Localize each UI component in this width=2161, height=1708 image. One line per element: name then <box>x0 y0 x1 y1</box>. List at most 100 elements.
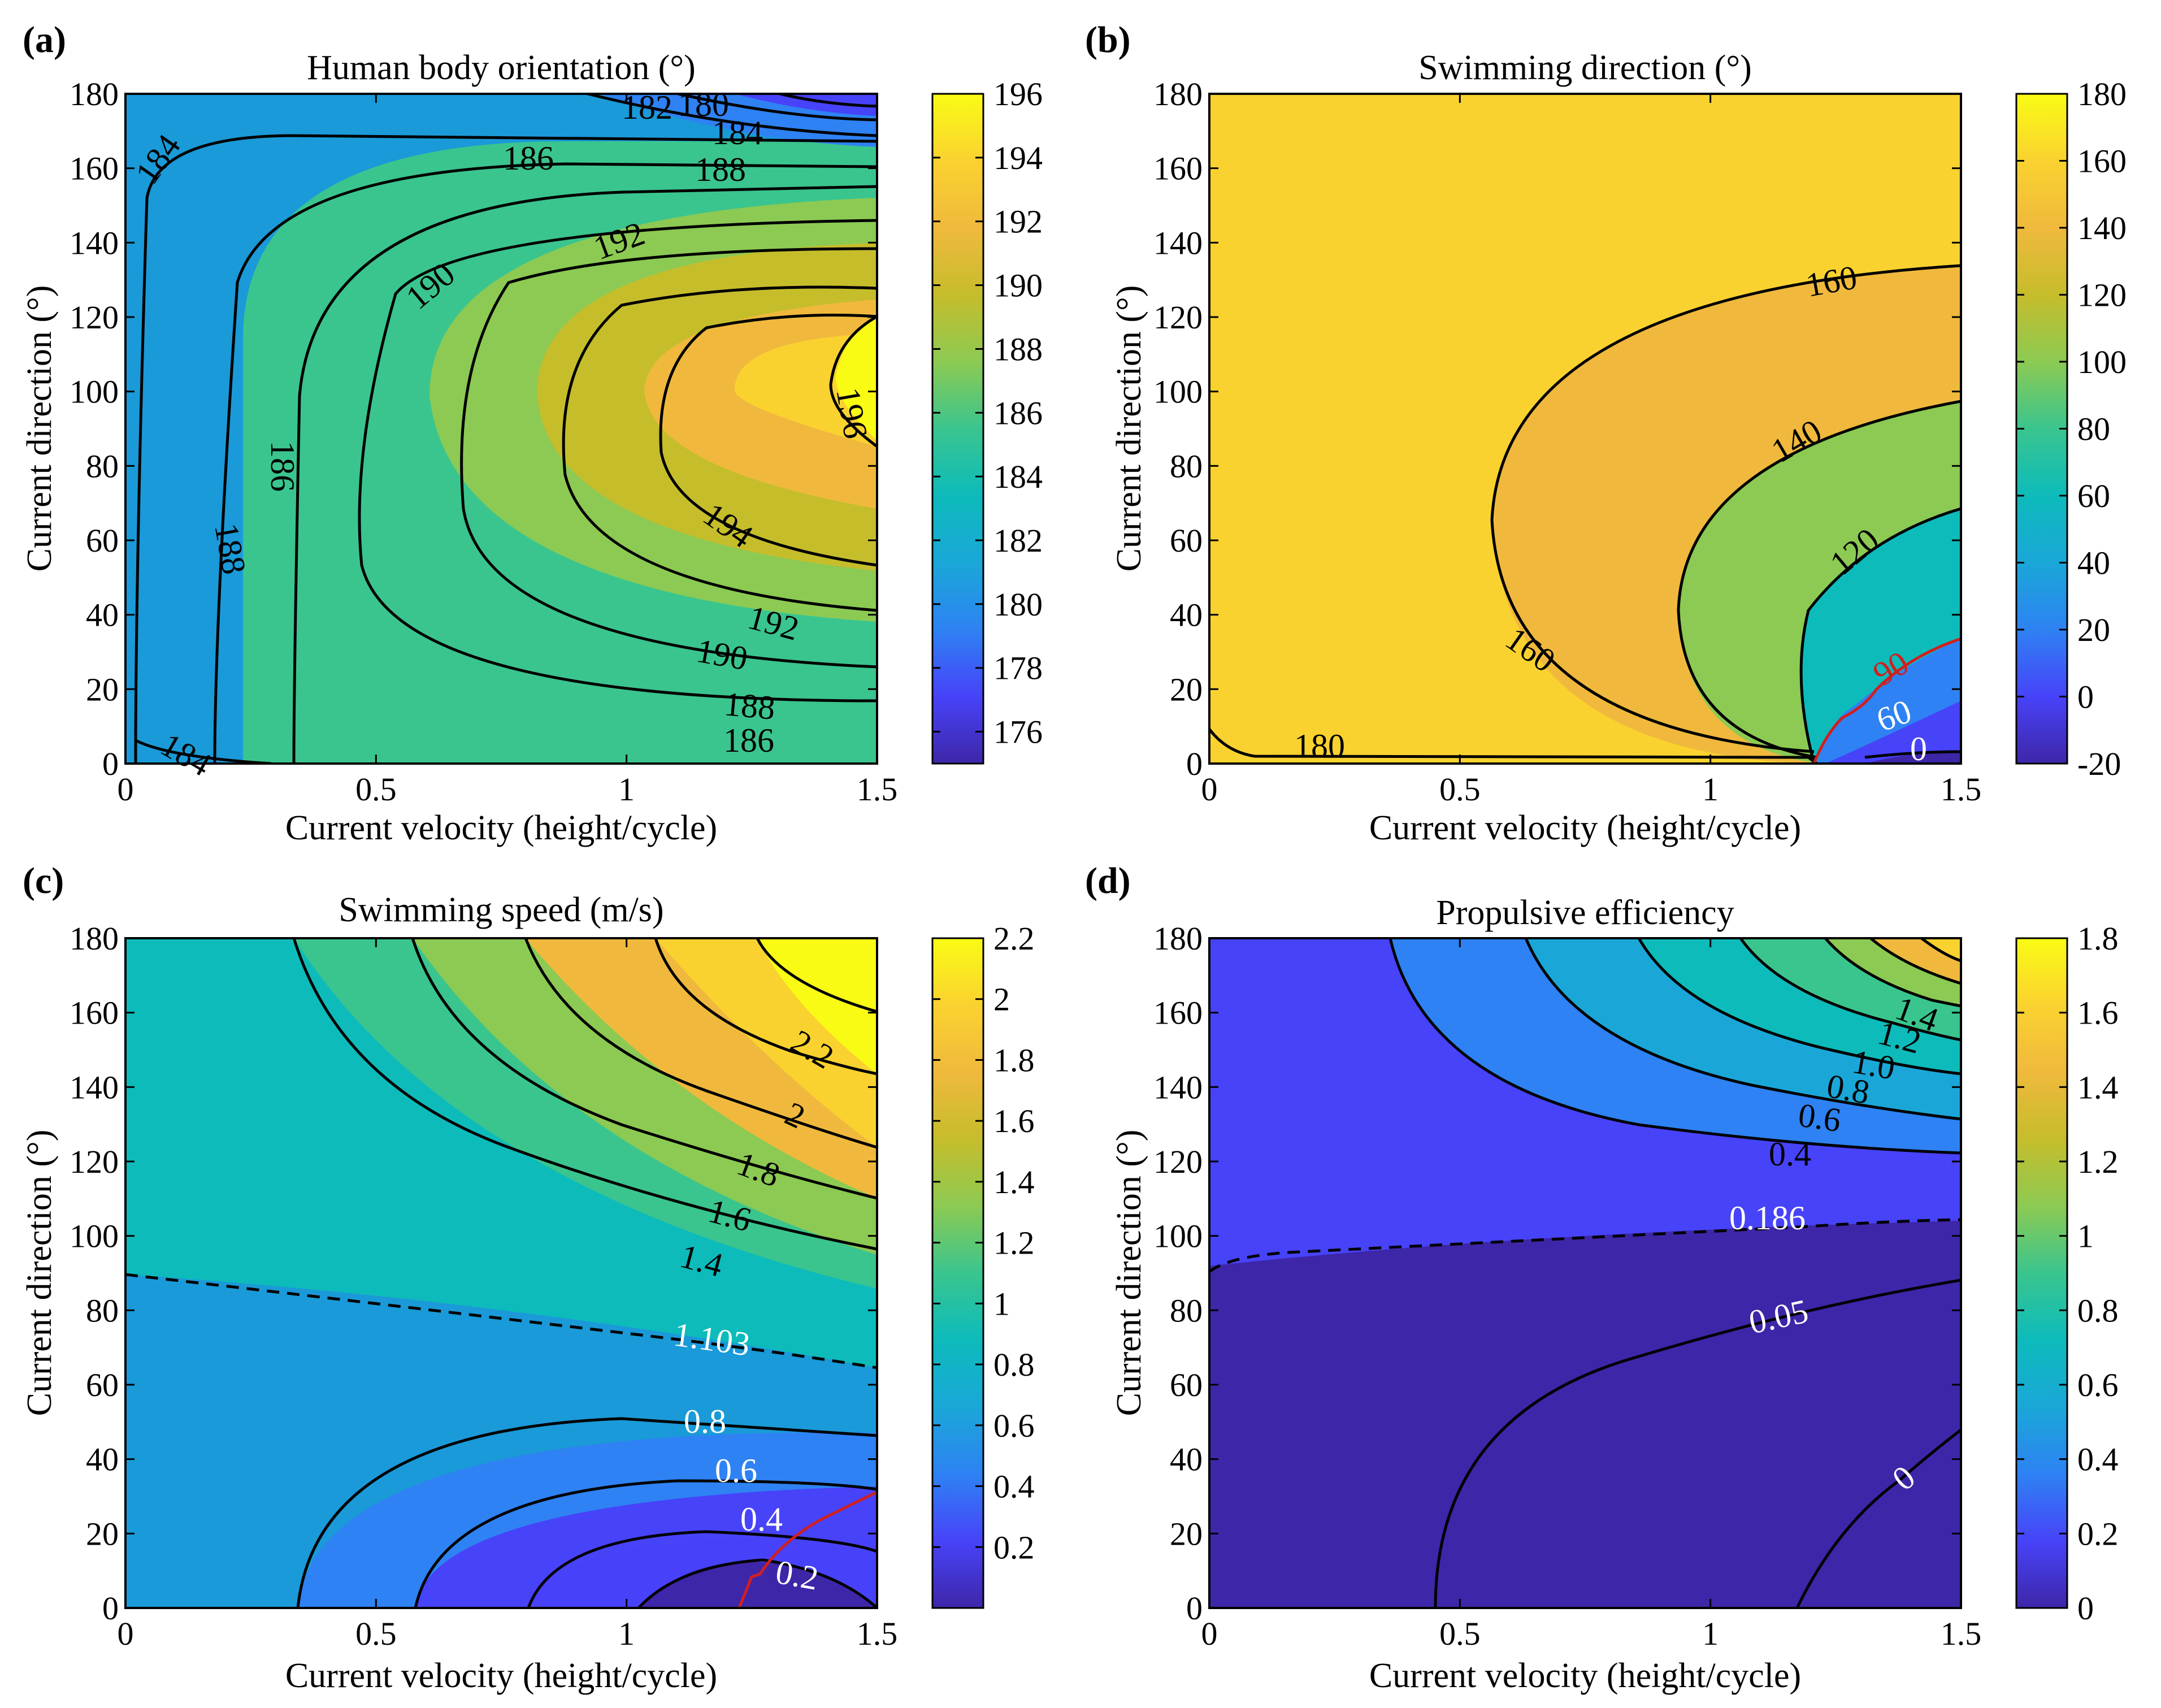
panel-letter: (d) <box>1085 860 1131 901</box>
contour-label: 196 <box>829 385 875 441</box>
colorbar-tick-label: 0.6 <box>2077 1367 2119 1403</box>
colorbar-scale <box>931 937 984 1609</box>
y-tick-label: 0 <box>102 1590 119 1627</box>
y-axis-label: Current direction (°) <box>1110 285 1148 572</box>
y-tick-label: 20 <box>86 1515 119 1552</box>
y-tick-label: 180 <box>1153 76 1203 112</box>
colorbar-tick-label: -20 <box>2077 745 2121 782</box>
y-tick-label: 140 <box>70 1069 119 1106</box>
contour-label: 0.6 <box>715 1452 757 1489</box>
y-tick-label: 180 <box>70 920 119 957</box>
colorbar: 0 0.2 0.4 0.6 0.8 1 1.2 1.4 1.6 1.8 <box>2015 920 2119 1627</box>
plot-frame <box>124 93 878 765</box>
y-tick-label: 0 <box>1186 1590 1203 1627</box>
contour-fill <box>125 938 877 1608</box>
colorbar-tick-label: 60 <box>2077 478 2110 514</box>
x-tick-label: 0 <box>1201 1615 1218 1652</box>
contour-label: 184 <box>712 114 763 151</box>
contour-label: 0.8 <box>1824 1067 1872 1111</box>
colorbar: 176 178 180 182 184 186 188 190 192 194 196 <box>931 76 1043 765</box>
colorbar-tick-label: 0.2 <box>993 1529 1035 1566</box>
contour-lines <box>134 94 877 764</box>
y-tick-label: 160 <box>1153 150 1203 187</box>
y-tick-label: 180 <box>70 76 119 112</box>
x-tick-label: 0 <box>118 1615 134 1652</box>
chart-title: Propulsive efficiency <box>1436 894 1734 932</box>
contour-label: 190 <box>694 632 750 678</box>
colorbar: 0.2 0.4 0.6 0.8 1 1.2 1.4 1.6 1.8 2 2.2 <box>931 920 1035 1609</box>
contour-line-highlight <box>1812 637 1961 764</box>
colorbar-scale <box>931 93 984 765</box>
x-tick-label: 1.5 <box>1941 771 1982 808</box>
x-tick-label: 1.5 <box>1941 1615 1982 1652</box>
axes: 0 0.5 1 1.5 0 20 40 60 80 100 120 140 160 180 <box>70 920 897 1652</box>
contour-line-highlight <box>737 1490 877 1608</box>
y-tick-label: 160 <box>1153 995 1203 1031</box>
y-axis-label: Current direction (°) <box>1110 1130 1148 1416</box>
x-axis-label: Current velocity (height/cycle) <box>285 1657 717 1695</box>
colorbar-tick-label: 20 <box>2077 612 2110 648</box>
y-tick-label: 60 <box>86 1367 119 1403</box>
x-tick-label: 0.5 <box>355 771 397 808</box>
panel-letter: (b) <box>1085 19 1131 60</box>
y-tick-label: 100 <box>70 1218 119 1255</box>
contour-label: 0.8 <box>684 1403 726 1440</box>
x-tick-label: 1 <box>1702 1615 1719 1652</box>
contour-lines <box>1388 938 1961 1608</box>
x-tick-label: 0 <box>118 771 134 808</box>
colorbar-tick-label: 1.6 <box>2077 995 2119 1031</box>
contour-label: 188 <box>695 151 746 188</box>
y-tick-label: 40 <box>1170 1441 1203 1478</box>
contour-label: 0.2 <box>773 1553 821 1597</box>
colorbar-tick-label: 0.4 <box>993 1468 1035 1505</box>
x-tick-label: 1.5 <box>857 1615 898 1652</box>
y-tick-label: 160 <box>70 995 119 1031</box>
colorbar-tick-label: 194 <box>993 140 1043 176</box>
contour-label: 186 <box>264 441 301 492</box>
colorbar-scale <box>2015 937 2068 1609</box>
y-tick-label: 60 <box>1170 1367 1203 1403</box>
y-tick-label: 40 <box>86 1441 119 1478</box>
contour-label: 0.6 <box>1796 1096 1843 1139</box>
y-tick-label: 80 <box>86 448 119 484</box>
colorbar-tick-label: 190 <box>993 267 1043 304</box>
contour-label: 180 <box>1294 727 1345 765</box>
colorbar-tick-label: 182 <box>993 522 1043 559</box>
colorbar-tick-label: 1.4 <box>993 1164 1035 1200</box>
chart-title: Swimming speed (m/s) <box>339 891 663 929</box>
y-tick-label: 80 <box>1170 1292 1203 1329</box>
y-tick-label: 0 <box>102 745 119 782</box>
contour-line-dashed <box>1209 1218 1961 1273</box>
y-axis-label: Current direction (°) <box>20 1130 59 1416</box>
panel-letter: (a) <box>23 19 66 60</box>
contour-label: 160 <box>1803 258 1860 304</box>
panel-b: (b) Swimming direction (°) 180 160 160 1… <box>1085 19 2127 847</box>
y-tick-label: 0 <box>1186 745 1203 782</box>
colorbar-tick-label: 178 <box>993 650 1043 687</box>
colorbar-tick-label: 0.6 <box>993 1407 1035 1444</box>
colorbar-tick-label: 40 <box>2077 545 2110 582</box>
colorbar-tick-label: 2 <box>993 981 1010 1018</box>
y-tick-label: 100 <box>1153 1218 1203 1255</box>
axes: 0 0.5 1 1.5 0 20 40 60 80 100 120 140 160 180 <box>1153 920 1981 1652</box>
x-tick-label: 1 <box>618 1615 635 1652</box>
plot-frame <box>1208 937 1962 1609</box>
y-tick-label: 60 <box>86 522 119 559</box>
chart-title: Human body orientation (°) <box>307 49 696 87</box>
y-tick-label: 60 <box>1170 522 1203 559</box>
colorbar: -20 0 20 40 60 80 100 120 140 160 180 <box>2015 76 2127 782</box>
colorbar-tick-label: 188 <box>993 331 1043 367</box>
y-tick-label: 40 <box>86 597 119 634</box>
axes: 0 0.5 1 1.5 0 20 40 60 80 100 120 140 160 180 <box>70 76 897 808</box>
colorbar-tick-label: 180 <box>2077 76 2127 112</box>
x-axis-label: Current velocity (height/cycle) <box>285 809 717 847</box>
colorbar-tick-label: 0 <box>2077 1590 2094 1627</box>
y-tick-label: 160 <box>70 150 119 187</box>
y-tick-label: 140 <box>70 224 119 261</box>
contour-line-dashed <box>125 1273 877 1369</box>
panel-c: (c) Swimming speed (m/s) <box>20 860 1035 1695</box>
contour-label: 0.186 <box>1729 1199 1806 1237</box>
y-axis-label: Current direction (°) <box>20 285 59 572</box>
contour-lines <box>1209 264 1961 764</box>
